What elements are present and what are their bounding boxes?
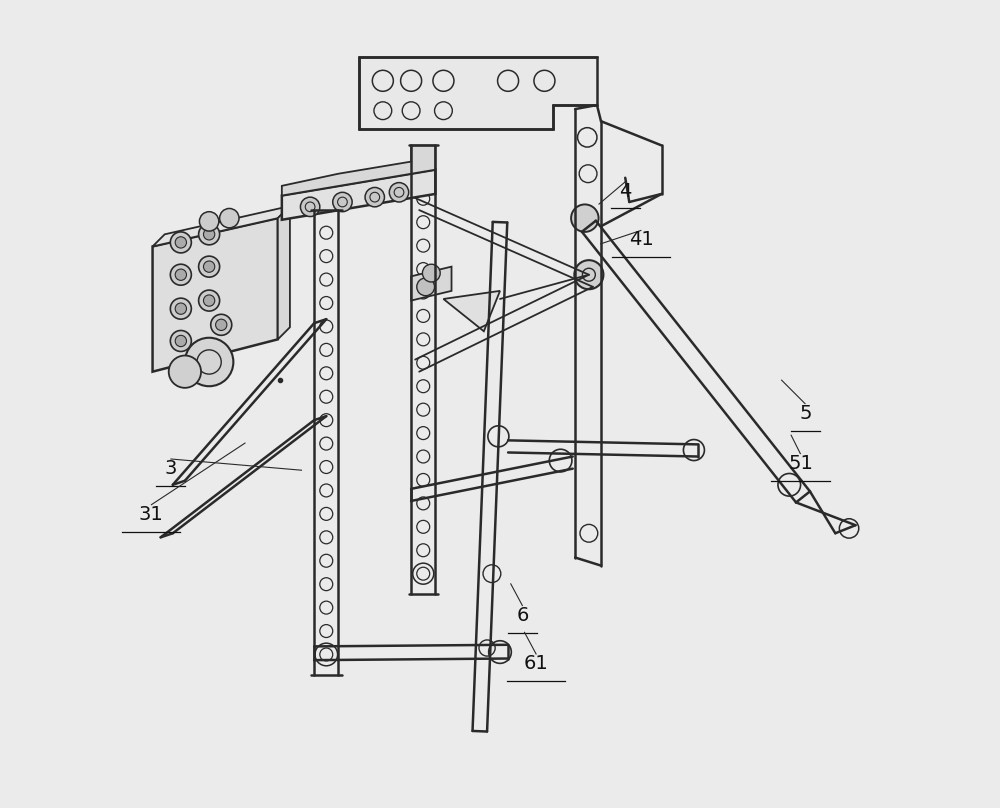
Circle shape	[199, 212, 219, 231]
Circle shape	[199, 290, 220, 311]
Polygon shape	[282, 145, 435, 196]
Polygon shape	[282, 170, 435, 220]
Circle shape	[199, 224, 220, 245]
Circle shape	[365, 187, 384, 207]
Circle shape	[300, 197, 320, 217]
Circle shape	[175, 237, 186, 248]
Circle shape	[175, 303, 186, 314]
Circle shape	[211, 314, 232, 335]
Text: 3: 3	[164, 459, 177, 478]
Circle shape	[199, 256, 220, 277]
Circle shape	[203, 261, 215, 272]
Text: 41: 41	[629, 230, 654, 250]
Polygon shape	[153, 218, 278, 372]
Text: 4: 4	[619, 182, 631, 201]
Circle shape	[169, 356, 201, 388]
Circle shape	[203, 229, 215, 240]
Circle shape	[170, 264, 191, 285]
Polygon shape	[153, 206, 290, 246]
Text: 51: 51	[788, 454, 813, 473]
Text: 5: 5	[799, 404, 812, 423]
Circle shape	[574, 260, 603, 289]
Circle shape	[333, 192, 352, 212]
Circle shape	[170, 330, 191, 351]
Polygon shape	[411, 267, 452, 301]
Circle shape	[220, 208, 239, 228]
Circle shape	[170, 232, 191, 253]
Circle shape	[203, 295, 215, 306]
Circle shape	[389, 183, 409, 202]
Text: 31: 31	[139, 505, 163, 524]
Circle shape	[417, 278, 435, 296]
Polygon shape	[443, 291, 500, 331]
Circle shape	[170, 298, 191, 319]
Text: 61: 61	[524, 654, 549, 674]
Circle shape	[571, 204, 599, 232]
Circle shape	[175, 269, 186, 280]
Circle shape	[175, 335, 186, 347]
Polygon shape	[278, 206, 290, 339]
Text: 6: 6	[516, 606, 529, 625]
Circle shape	[185, 338, 233, 386]
Circle shape	[216, 319, 227, 330]
Circle shape	[422, 264, 440, 282]
Polygon shape	[359, 57, 597, 129]
